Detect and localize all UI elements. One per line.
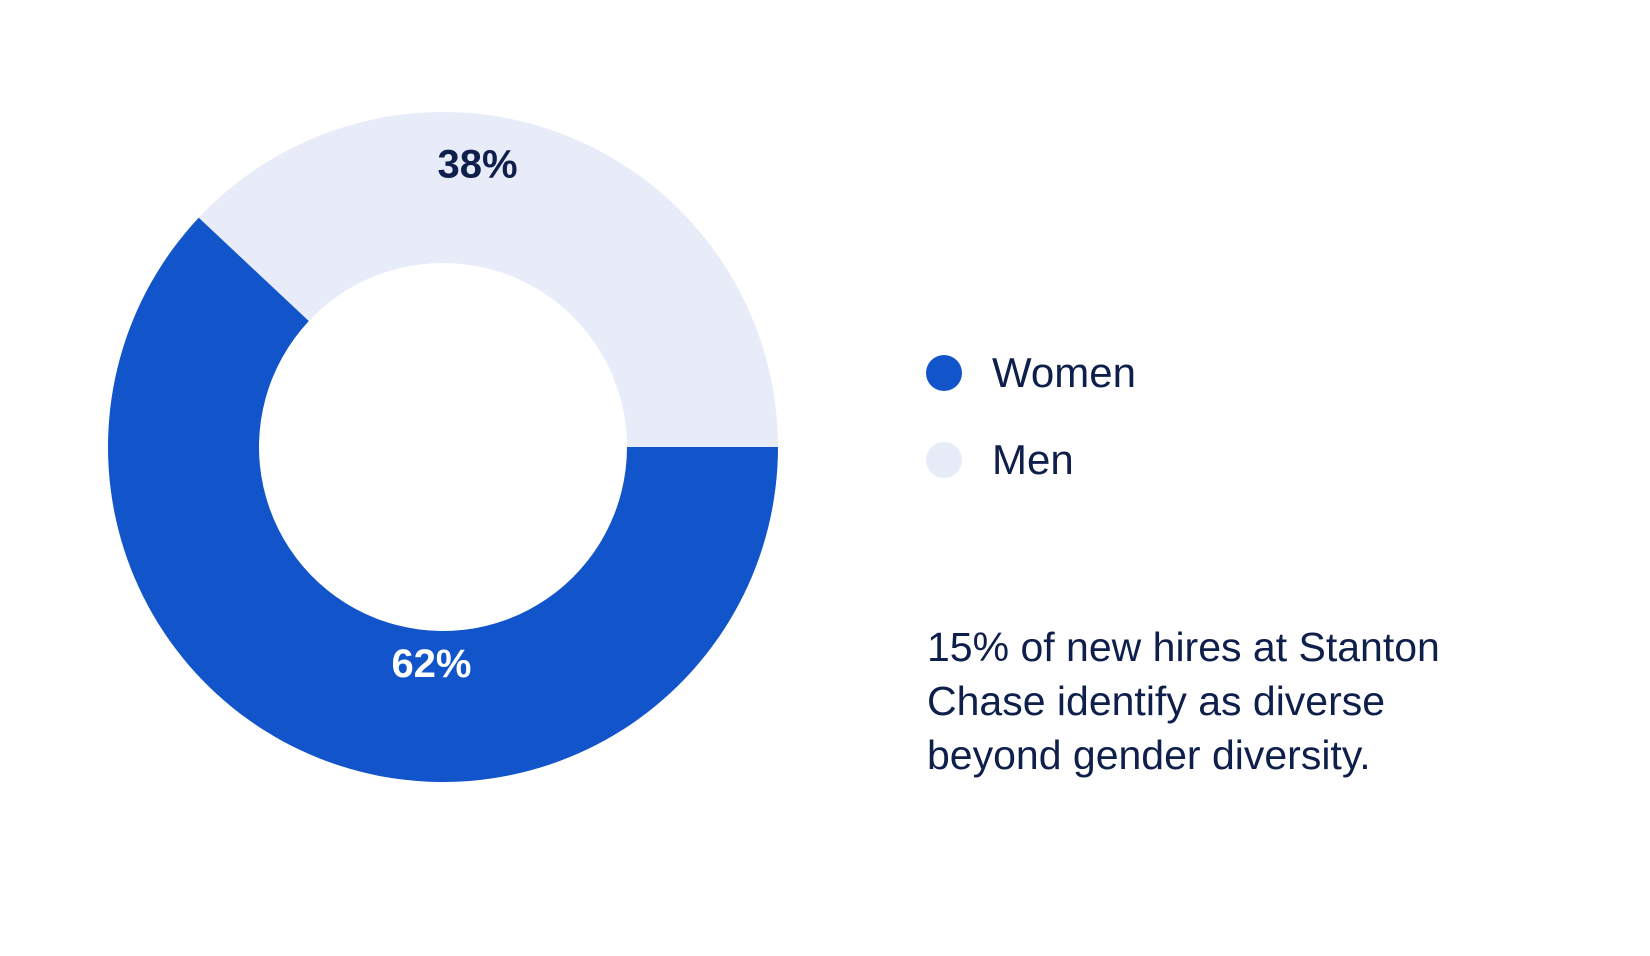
- legend-label-women: Women: [992, 349, 1136, 396]
- diversity-note: 15% of new hires at Stanton Chase identi…: [927, 624, 1440, 778]
- donut-slice-women: [108, 217, 778, 782]
- data-label-men: 38%: [437, 142, 517, 186]
- legend-label-men: Men: [992, 436, 1074, 483]
- legend-item-women: Women: [926, 349, 1136, 397]
- data-label-women: 62%: [391, 642, 471, 686]
- legend-swatch-women: [926, 355, 962, 391]
- legend-swatch-men: [926, 442, 962, 478]
- donut-chart: 62% 38%: [108, 111, 778, 782]
- donut-slice-men: [198, 111, 778, 447]
- legend-item-men: Men: [926, 436, 1074, 484]
